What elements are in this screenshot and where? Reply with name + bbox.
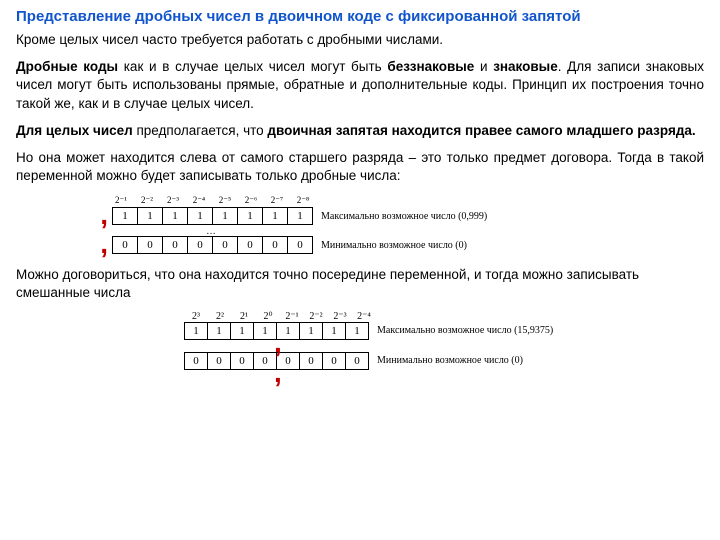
- bold-for-integers: Для целых чисел: [16, 123, 133, 138]
- fig2-row-min: 0 0 0 0 0 0 0 0 Минимально возможное чис…: [184, 352, 704, 370]
- comma-icon: ,: [274, 336, 282, 350]
- comma-icon: ,: [100, 208, 108, 222]
- figure-fractional: 2⁻¹ 2⁻² 2⁻³ 2⁻⁴ 2⁻⁵ 2⁻⁶ 2⁻⁷ 2⁻⁸ , 1 1 1 …: [16, 195, 704, 256]
- fig1-label-max: Максимально возможное число (0,999): [321, 211, 487, 222]
- fig1-bits-min: 0 0 0 0 0 0 0 0: [112, 236, 313, 254]
- fig2-exponents: 2³ 2² 2¹ 2⁰ 2⁻¹ 2⁻² 2⁻³ 2⁻⁴: [184, 311, 704, 322]
- fig2-row-max: 1 1 1 1 1 1 1 1 Максимально возможное чи…: [184, 322, 704, 340]
- bold-signed: знаковые: [493, 59, 558, 74]
- fig1-row-min: , 0 0 0 0 0 0 0 0 Минимально возможное ч…: [16, 235, 704, 256]
- bold-binary-comma: двоичная запятая находится правее самого…: [267, 123, 695, 138]
- fig2-label-max: Максимально возможное число (15,9375): [377, 325, 553, 336]
- fig2-label-min: Минимально возможное число (0): [377, 355, 523, 366]
- comma-icon: ,: [274, 366, 282, 380]
- fig1-bits-max: 1 1 1 1 1 1 1 1: [112, 207, 313, 225]
- fig1-row-max: , 1 1 1 1 1 1 1 1 Максимально возможное …: [16, 206, 704, 227]
- fig1-label-min: Минимально возможное число (0): [321, 240, 467, 251]
- comma-icon: ,: [100, 237, 108, 251]
- para-codes: Дробные коды как и в случае целых чисел …: [16, 58, 704, 113]
- para-middle: Можно договориться, что она находится то…: [16, 266, 704, 302]
- bold-fractional-codes: Дробные коды: [16, 59, 118, 74]
- figure-mixed: 2³ 2² 2¹ 2⁰ 2⁻¹ 2⁻² 2⁻³ 2⁻⁴ 1 1 1 1 1 1 …: [16, 311, 704, 382]
- para-intro: Кроме целых чисел часто требуется работа…: [16, 31, 704, 49]
- bold-unsigned: беззнаковые: [387, 59, 474, 74]
- page-title: Представление дробных чисел в двоичном к…: [16, 8, 704, 25]
- para-integers: Для целых чисел предполагается, что двои…: [16, 122, 704, 140]
- para-left-of-msb: Но она может находится слева от самого с…: [16, 149, 704, 185]
- fig1-exponents: 2⁻¹ 2⁻² 2⁻³ 2⁻⁴ 2⁻⁵ 2⁻⁶ 2⁻⁷ 2⁻⁸: [108, 195, 704, 206]
